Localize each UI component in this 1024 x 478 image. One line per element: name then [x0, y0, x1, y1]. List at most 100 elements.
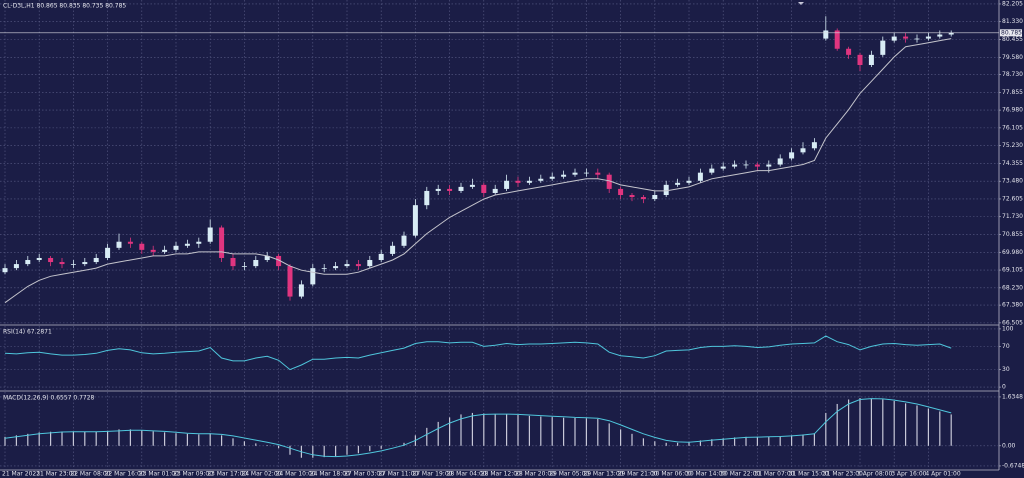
- x-tick-label: 30 Mar 14:00: [686, 471, 726, 478]
- y-tick-label: 30: [1002, 366, 1010, 373]
- candle-body: [823, 30, 829, 39]
- candle-body: [811, 142, 817, 149]
- candle-body: [59, 262, 65, 265]
- candle-body: [344, 264, 350, 267]
- candle-body: [652, 195, 658, 200]
- candle-body: [481, 184, 487, 193]
- shift-marker: [798, 2, 804, 5]
- y-tick-label: 72.605: [1002, 195, 1023, 202]
- x-tick-label: 31 Mar 15:00: [789, 471, 829, 478]
- x-tick-label: 31 Mar 23:00: [823, 471, 863, 478]
- candle-body: [777, 158, 783, 165]
- candle-body: [264, 255, 270, 261]
- x-tick-label: 28 Mar 04:00: [447, 471, 487, 478]
- candle-body: [333, 266, 339, 269]
- candle-body: [230, 257, 236, 267]
- candle-body: [298, 284, 304, 297]
- candle-body: [515, 180, 521, 183]
- x-tick-label: 24 Mar 02:00: [241, 471, 281, 478]
- candle-body: [572, 172, 578, 175]
- candle-body: [435, 188, 441, 191]
- x-tick-label: 27 Mar 11:00: [378, 471, 418, 478]
- candle-body: [538, 178, 544, 181]
- y-tick-label: 68.230: [1002, 284, 1023, 291]
- x-tick-label: 30 Mar 06:00: [652, 471, 692, 478]
- candle-body: [925, 36, 931, 39]
- candle-body: [504, 180, 510, 189]
- x-tick-label: 3 Apr 16:00: [891, 471, 926, 478]
- y-tick-label: -0.6748: [1002, 462, 1024, 469]
- panel-title: CL-D3L,H1 80.865 80.835 80.735 80.785: [3, 3, 126, 10]
- y-tick-label: 0.00: [1002, 442, 1016, 449]
- y-tick-label: 76.105: [1002, 124, 1023, 131]
- y-tick-label: 82.205: [1002, 0, 1023, 7]
- candle-body: [127, 241, 133, 244]
- candle-body: [2, 268, 8, 273]
- candle-body: [287, 266, 293, 297]
- candle-body: [675, 182, 681, 185]
- candle-body: [458, 186, 464, 191]
- candle-body: [25, 260, 31, 265]
- y-tick-label: 100: [1002, 325, 1014, 332]
- x-tick-label: 30 Mar 22:00: [720, 471, 760, 478]
- x-tick-label: 23 Mar 17:00: [207, 471, 247, 478]
- candle-body: [253, 260, 259, 267]
- candle-body: [595, 172, 601, 175]
- y-tick-label: 71.730: [1002, 213, 1023, 220]
- y-tick-label: 66.505: [1002, 319, 1023, 326]
- candle-body: [720, 166, 726, 169]
- candle-body: [70, 264, 76, 265]
- candle-body: [640, 197, 646, 200]
- candle-body: [857, 54, 863, 66]
- candle-body: [390, 245, 396, 254]
- candle-body: [321, 268, 327, 269]
- candle-body: [82, 262, 88, 265]
- candle-body: [378, 253, 384, 261]
- candle-body: [561, 174, 567, 177]
- y-tick-label: 75.230: [1002, 142, 1023, 149]
- candle-body: [709, 168, 715, 173]
- x-tick-label: 21 Mar 2023: [2, 471, 40, 478]
- x-tick-label: 28 Mar 12:00: [481, 471, 521, 478]
- candle-body: [184, 243, 190, 246]
- x-tick-label: 22 Mar 08:00: [70, 471, 110, 478]
- candle-body: [173, 245, 179, 250]
- y-tick-label: 70.855: [1002, 231, 1023, 238]
- y-tick-label: 76.980: [1002, 107, 1023, 114]
- candle-body: [789, 152, 795, 159]
- y-tick-label: 74.355: [1002, 160, 1023, 167]
- x-tick-label: 29 Mar 21:00: [618, 471, 658, 478]
- candle-body: [196, 241, 202, 244]
- candle-body: [424, 190, 430, 206]
- candle-body: [162, 249, 168, 252]
- candle-body: [663, 184, 669, 196]
- candle-body: [937, 34, 943, 37]
- candle-body: [629, 195, 635, 198]
- candle-body: [697, 172, 703, 181]
- y-tick-label: 1.6348: [1002, 393, 1023, 400]
- y-tick-label: 80.455: [1002, 36, 1023, 43]
- candle-body: [549, 176, 555, 179]
- rsi-line: [4, 335, 952, 371]
- y-tick-label: 69.980: [1002, 249, 1023, 256]
- candle-body: [868, 54, 874, 66]
- panel-title: MACD(12,26,9) 0.6557 0.7728: [3, 395, 95, 402]
- y-tick-label: 79.580: [1002, 54, 1023, 61]
- candle-body: [207, 227, 213, 242]
- x-tick-label: 29 Mar 13:00: [583, 471, 623, 478]
- candle-body: [469, 184, 475, 187]
- x-tick-label: 28 Mar 20:00: [515, 471, 555, 478]
- candle-body: [800, 148, 806, 153]
- candle-body: [367, 260, 373, 267]
- candle-body: [526, 180, 532, 183]
- moving-average: [4, 38, 952, 304]
- y-tick-label: 77.855: [1002, 89, 1023, 96]
- y-tick-label: 69.105: [1002, 267, 1023, 274]
- candle-body: [880, 40, 886, 55]
- panel-title: RSI(14) 67.2871: [3, 329, 52, 336]
- candle-body: [36, 257, 42, 261]
- candle-body: [492, 188, 498, 193]
- candle-body: [686, 180, 692, 183]
